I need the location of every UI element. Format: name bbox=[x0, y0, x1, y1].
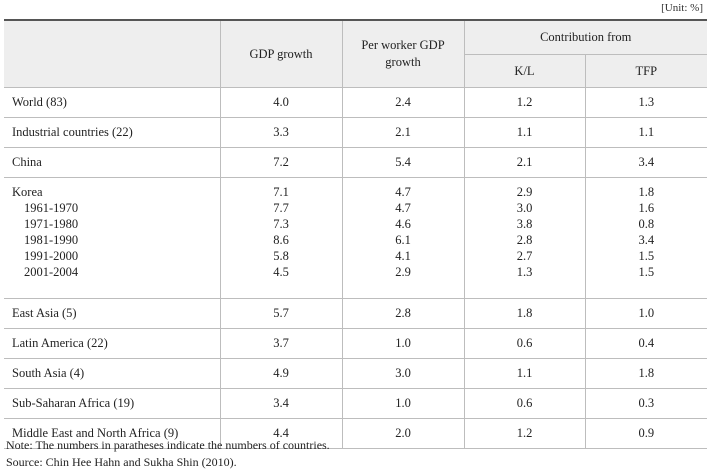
kl-value: 0.6 bbox=[463, 328, 586, 359]
growth-accounting-table: GDP growth Per worker GDP growth Contrib… bbox=[4, 19, 708, 449]
gdp-growth-value: 7.3 bbox=[273, 217, 289, 231]
tfp-value: 0.4 bbox=[584, 328, 708, 359]
gdp-growth-value: 7.1 bbox=[273, 185, 289, 199]
per-worker-value: 4.1 bbox=[395, 249, 411, 263]
gdp-growth-value: 4.0 bbox=[219, 87, 343, 118]
per-worker-value: 2.9 bbox=[395, 265, 411, 279]
tfp-value: 1.8 bbox=[638, 185, 655, 199]
gdp-growth-value: 3.4 bbox=[219, 388, 343, 419]
gdp-growth-value: 4.9 bbox=[219, 358, 343, 389]
gdp-growth-value: 5.7 bbox=[219, 298, 343, 329]
gdp-growth-value: 5.8 bbox=[273, 249, 289, 263]
tfp-value: 0.3 bbox=[584, 388, 708, 419]
row-label: World (83) bbox=[4, 87, 221, 118]
table-row: World (83) 4.0 2.4 1.2 1.3 bbox=[4, 87, 708, 118]
per-worker-value: 5.4 bbox=[341, 147, 465, 178]
header-gdp-growth: GDP growth bbox=[219, 20, 343, 88]
kl-value: 3.8 bbox=[516, 217, 533, 231]
kl-value: 3.0 bbox=[516, 201, 533, 215]
row-label: Industrial countries (22) bbox=[4, 117, 221, 148]
per-worker-value: 1.0 bbox=[341, 388, 465, 419]
korea-row: Korea 1961-1970 1971-1980 1981-1990 1991… bbox=[4, 177, 708, 299]
gdp-growth-value: 8.6 bbox=[273, 233, 289, 247]
unit-label: [Unit: %] bbox=[661, 2, 703, 14]
gdp-growth-value: 3.7 bbox=[219, 328, 343, 359]
tfp-value: 1.5 bbox=[638, 249, 655, 263]
row-label: Latin America (22) bbox=[4, 328, 221, 359]
gdp-growth-value: 4.4 bbox=[219, 418, 343, 449]
korea-label-stack: Korea 1961-1970 1971-1980 1981-1990 1991… bbox=[4, 177, 221, 299]
header-tfp: TFP bbox=[584, 54, 708, 88]
source-text: Source: Chin Hee Hahn and Sukha Shin (20… bbox=[6, 455, 237, 469]
per-worker-value: 1.0 bbox=[341, 328, 465, 359]
tfp-value: 3.4 bbox=[638, 233, 655, 247]
row-label: South Asia (4) bbox=[4, 358, 221, 389]
per-worker-value: 3.0 bbox=[341, 358, 465, 389]
tfp-value: 0.8 bbox=[638, 217, 655, 231]
tfp-value: 3.4 bbox=[584, 147, 708, 178]
table-row: Latin America (22) 3.7 1.0 0.6 0.4 bbox=[4, 328, 708, 359]
period-label: 1971-1980 bbox=[24, 217, 79, 231]
table-body: World (83) 4.0 2.4 1.2 1.3 Industrial co… bbox=[4, 87, 708, 449]
korea-gdp-stack: 7.1 7.7 7.3 8.6 5.8 4.5 bbox=[219, 177, 343, 299]
kl-value: 2.7 bbox=[516, 249, 533, 263]
per-worker-value: 2.4 bbox=[341, 87, 465, 118]
kl-value: 1.8 bbox=[463, 298, 586, 329]
header-per-worker-gdp-growth: Per worker GDP growth bbox=[341, 20, 465, 88]
note-text: Note: The numbers in paratheses indicate… bbox=[6, 438, 330, 452]
kl-value: 1.2 bbox=[463, 418, 586, 449]
period-label: 1981-1990 bbox=[24, 233, 79, 247]
tfp-value: 1.6 bbox=[638, 201, 655, 215]
tfp-value: 0.9 bbox=[584, 418, 708, 449]
header-kl: K/L bbox=[464, 54, 586, 88]
gdp-growth-value: 7.7 bbox=[273, 201, 289, 215]
table-row: Middle East and North Africa (9) 4.4 2.0… bbox=[4, 418, 708, 449]
tfp-value: 1.8 bbox=[584, 358, 708, 389]
period-label: 2001-2004 bbox=[24, 265, 79, 279]
kl-value: 1.3 bbox=[516, 265, 533, 279]
kl-value: 0.6 bbox=[463, 388, 586, 419]
korea-tfp-stack: 1.8 1.6 0.8 3.4 1.5 1.5 bbox=[584, 177, 708, 299]
kl-value: 1.1 bbox=[463, 117, 586, 148]
header-contribution-from: Contribution from bbox=[463, 20, 708, 55]
per-worker-value: 4.7 bbox=[395, 201, 411, 215]
gdp-growth-value: 4.5 bbox=[273, 265, 289, 279]
kl-value: 2.1 bbox=[463, 147, 586, 178]
table-row: China 7.2 5.4 2.1 3.4 bbox=[4, 147, 708, 178]
table-row: Industrial countries (22) 3.3 2.1 1.1 1.… bbox=[4, 117, 708, 148]
per-worker-value: 2.1 bbox=[341, 117, 465, 148]
row-label: Middle East and North Africa (9) bbox=[4, 418, 221, 449]
kl-value: 1.1 bbox=[463, 358, 586, 389]
korea-kl-stack: 2.9 3.0 3.8 2.8 2.7 1.3 bbox=[463, 177, 586, 299]
period-label: 1991-2000 bbox=[24, 249, 79, 263]
tfp-value: 1.0 bbox=[584, 298, 708, 329]
row-label: China bbox=[4, 147, 221, 178]
period-label: 1961-1970 bbox=[24, 201, 79, 215]
korea-per-worker-stack: 4.7 4.7 4.6 6.1 4.1 2.9 bbox=[341, 177, 465, 299]
kl-value: 1.2 bbox=[463, 87, 586, 118]
gdp-growth-value: 3.3 bbox=[219, 117, 343, 148]
table-header: GDP growth Per worker GDP growth Contrib… bbox=[4, 20, 708, 88]
table-row: East Asia (5) 5.7 2.8 1.8 1.0 bbox=[4, 298, 708, 329]
table-row: South Asia (4) 4.9 3.0 1.1 1.8 bbox=[4, 358, 708, 389]
kl-value: 2.9 bbox=[516, 185, 533, 199]
tfp-value: 1.5 bbox=[638, 265, 655, 279]
row-label: Korea bbox=[12, 185, 43, 199]
header-blank-cell bbox=[4, 20, 221, 88]
tfp-value: 1.1 bbox=[584, 117, 708, 148]
per-worker-value: 2.0 bbox=[341, 418, 465, 449]
table-row: Sub-Saharan Africa (19) 3.4 1.0 0.6 0.3 bbox=[4, 388, 708, 419]
per-worker-value: 2.8 bbox=[341, 298, 465, 329]
row-label: East Asia (5) bbox=[4, 298, 221, 329]
table-notes: Note: The numbers in paratheses indicate… bbox=[6, 437, 330, 471]
tfp-value: 1.3 bbox=[584, 87, 708, 118]
per-worker-value: 6.1 bbox=[395, 233, 411, 247]
row-label: Sub-Saharan Africa (19) bbox=[4, 388, 221, 419]
gdp-growth-value: 7.2 bbox=[219, 147, 343, 178]
kl-value: 2.8 bbox=[516, 233, 533, 247]
per-worker-value: 4.7 bbox=[395, 185, 411, 199]
per-worker-value: 4.6 bbox=[395, 217, 411, 231]
